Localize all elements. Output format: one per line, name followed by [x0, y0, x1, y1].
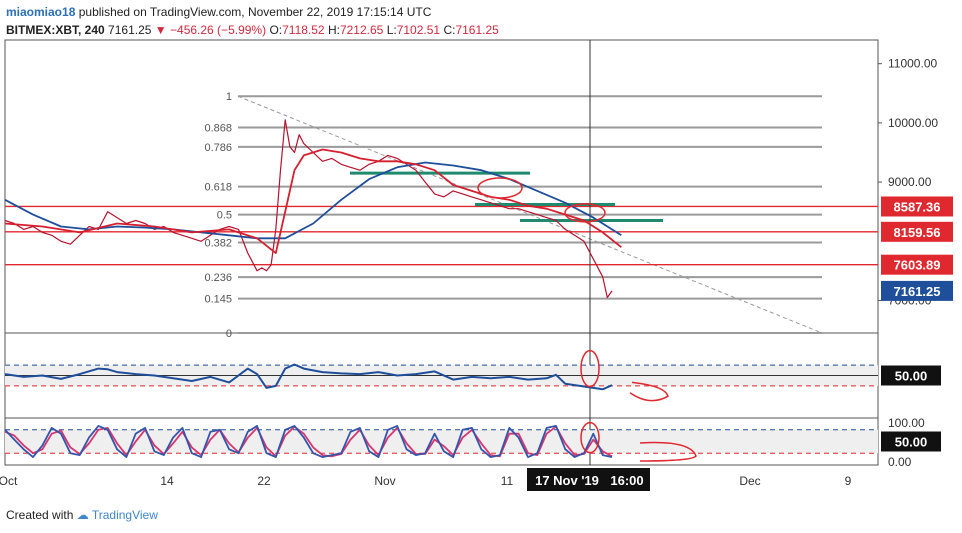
high-label: H: — [327, 23, 340, 37]
close-label: C: — [443, 23, 456, 37]
fib-trend-line — [237, 95, 823, 334]
price-tag-label: 7161.25 — [894, 284, 941, 299]
chart-frame — [4, 39, 879, 466]
annotation-ellipse — [580, 421, 600, 454]
price-line — [4, 119, 613, 299]
fib-level-label: 0.236 — [204, 272, 232, 284]
x-tick-label: Dec — [739, 474, 760, 488]
y-tick-label: 10000.00 — [888, 116, 938, 130]
y-tick-label: 11000.00 — [888, 57, 937, 71]
symbol-label: BITMEX:XBT, 240 — [6, 23, 105, 37]
annotation-ellipse — [564, 203, 606, 223]
high-value: 7212.65 — [339, 23, 384, 37]
price-tag-label: 8159.56 — [894, 225, 941, 240]
price-tag — [881, 221, 953, 242]
fib-level-label: 0.145 — [204, 294, 232, 306]
price-tag-label: 7603.89 — [894, 258, 941, 273]
created-with-text: Created with — [6, 508, 74, 522]
y-tick-label: 9000.00 — [888, 175, 932, 189]
moving-average-fast — [4, 148, 622, 255]
open-value: 7118.52 — [282, 23, 325, 37]
annotation-ellipse — [580, 349, 600, 388]
price-change: −456.26 (−5.99%) — [170, 23, 267, 37]
fib-level-label: 0.618 — [204, 182, 232, 194]
crosshair-date-label: 17 Nov '19 — [535, 473, 599, 488]
x-tick-label: 14 — [160, 474, 174, 488]
fib-level-label: 0 — [226, 328, 232, 340]
last-price: 7161.25 — [108, 23, 152, 37]
chart-header: miaomiao18 published on TradingView.com,… — [6, 3, 906, 39]
low-label: L: — [386, 23, 397, 37]
crosshair-time-tag — [527, 468, 650, 491]
price-tag — [881, 196, 953, 217]
down-arrow-icon: ▼ — [154, 23, 167, 37]
rsi-level-tag — [881, 365, 941, 386]
x-tick-label: 11 — [501, 474, 514, 488]
close-value: 7161.25 — [455, 23, 499, 37]
fib-level-label: 0.5 — [217, 210, 232, 222]
rsi-line — [4, 363, 613, 391]
annotation-ellipse — [477, 177, 523, 199]
x-tick-label: Oct — [0, 474, 18, 488]
price-tag — [881, 280, 953, 301]
fib-level-label: 0.868 — [204, 122, 232, 134]
stoch-level-tag — [881, 431, 941, 452]
x-tick-label: 9 — [845, 474, 852, 488]
footer: Created with ☁ TradingView — [6, 508, 158, 522]
author-name[interactable]: miaomiao18 — [6, 5, 76, 19]
stoch-level-label: 50.00 — [895, 435, 928, 450]
fib-level-label: 0.382 — [204, 238, 232, 250]
open-label: O: — [269, 23, 283, 37]
tradingview-brand[interactable]: TradingView — [91, 508, 158, 522]
published-text: published on TradingView.com, November 2… — [78, 5, 432, 19]
fib-level-label: 0.786 — [204, 142, 232, 154]
low-value: 7102.51 — [396, 23, 441, 37]
annotation-curve — [629, 381, 669, 402]
x-tick-label: Nov — [374, 474, 395, 488]
price-tag — [881, 254, 953, 275]
stoch-tick-label: 100.00 — [888, 416, 925, 430]
annotation-curve — [639, 441, 697, 462]
tradingview-logo-icon: ☁ — [76, 508, 89, 522]
crosshair-time-label: 16:00 — [610, 473, 643, 488]
fib-level-label: 1 — [226, 91, 232, 103]
stoch-k-line — [4, 424, 613, 459]
stoch-tick-label: 0.00 — [888, 455, 912, 469]
x-tick-label: 22 — [257, 474, 271, 488]
rsi-level-label: 50.00 — [895, 369, 928, 384]
price-tag-label: 8587.36 — [894, 199, 941, 214]
